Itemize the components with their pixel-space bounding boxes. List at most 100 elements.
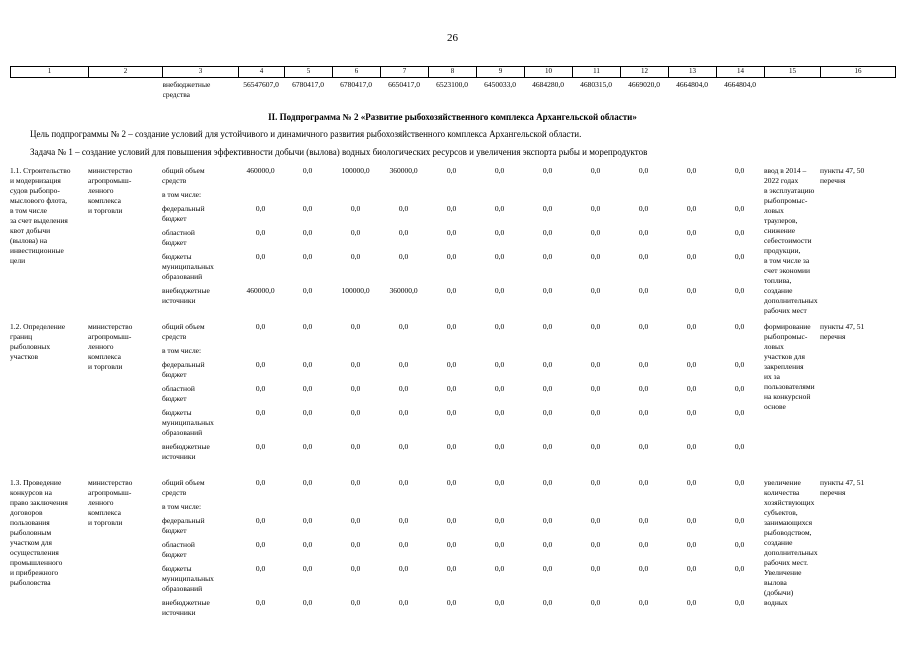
value-cell [476, 190, 524, 204]
column-number-cell: 14 [716, 66, 765, 78]
value-cell: 0,0 [494, 322, 505, 331]
value-cell: 0,0 [638, 360, 649, 369]
budget-label-cell: федеральный бюджет [162, 204, 205, 223]
strip-value-cell: 4669020,0 [628, 80, 660, 89]
value-cell [332, 190, 380, 204]
result-cell: увеличение количества хозяйствующих субъ… [764, 478, 818, 607]
column-number-cell: 8 [428, 66, 477, 78]
table-row: 1.2. Определение границ рыболовных участ… [10, 322, 895, 411]
budget-label-cell: общий объем средств [162, 322, 205, 341]
executor-cell: министерство агропромыш- ленного комплек… [88, 166, 133, 215]
column-number-cell: 2 [88, 66, 163, 78]
value-cell: 0,0 [255, 228, 266, 237]
value-cell [380, 346, 428, 360]
value-cell: 0,0 [590, 384, 601, 393]
value-cell: 0,0 [398, 442, 409, 451]
value-cell: 0,0 [446, 228, 457, 237]
value-cell: 0,0 [590, 598, 601, 607]
value-cell [572, 346, 620, 360]
value-cell: 0,0 [542, 384, 553, 393]
value-cell: 0,0 [638, 540, 649, 549]
value-cell: 0,0 [734, 252, 745, 261]
value-cell: 0,0 [302, 166, 313, 175]
strip-value-cell: 4664804,0 [724, 80, 756, 89]
value-cell: 0,0 [686, 228, 697, 237]
value-cell: 0,0 [398, 384, 409, 393]
table-row: федеральный бюджет 0,0 0,0 0,0 0,0 0,0 0,0 0,0 0… [10, 204, 895, 228]
value-cell: 0,0 [638, 166, 649, 175]
value-cell: 0,0 [542, 166, 553, 175]
value-cell: 0,0 [302, 384, 313, 393]
strip-numbers-row: 1 2 3 4 5 6 7 8 9 10 11 12 13 14 15 16 [10, 66, 896, 78]
value-cell: 0,0 [255, 384, 266, 393]
strip-value-cell: 6780417,0 [292, 80, 324, 89]
column-number-cell: 5 [284, 66, 333, 78]
value-cell: 0,0 [255, 540, 266, 549]
value-cell: 0,0 [542, 252, 553, 261]
value-cell: 460000,0 [246, 166, 275, 175]
value-cell: 0,0 [255, 408, 266, 417]
strip-row-label: внебюджетные средства [162, 80, 211, 99]
value-cell [668, 502, 716, 516]
executor-cell: министерство агропромыш- ленного комплек… [88, 478, 133, 527]
value-cell [332, 502, 380, 516]
value-cell [620, 346, 668, 360]
value-cell [572, 502, 620, 516]
value-cell: 0,0 [494, 540, 505, 549]
value-cell: 0,0 [638, 516, 649, 525]
value-cell: 0,0 [734, 516, 745, 525]
value-cell: 0,0 [686, 360, 697, 369]
column-number-cell: 9 [476, 66, 525, 78]
value-cell: 0,0 [686, 478, 697, 487]
strip-value-cell: 4680315,0 [580, 80, 612, 89]
budget-label-cell: внебюджетные источники [162, 598, 210, 617]
value-cell: 0,0 [255, 360, 266, 369]
value-cell [476, 502, 524, 516]
value-cell: 0,0 [542, 286, 553, 295]
value-cell: 0,0 [255, 478, 266, 487]
empty-cell [11, 78, 89, 100]
budget-label-cell: в том числе: [162, 346, 202, 355]
value-cell: 360000,0 [389, 166, 418, 175]
budget-label-cell: областной бюджет [162, 540, 195, 559]
value-cell [620, 502, 668, 516]
value-cell: 0,0 [734, 322, 745, 331]
strip-value-cell: 6780417,0 [340, 80, 372, 89]
value-cell: 0,0 [686, 442, 697, 451]
value-cell: 0,0 [542, 598, 553, 607]
value-cell [524, 502, 572, 516]
empty-cell [821, 78, 896, 100]
value-cell [668, 190, 716, 204]
value-cell: 0,0 [398, 322, 409, 331]
value-cell: 0,0 [446, 322, 457, 331]
value-cell [428, 346, 476, 360]
value-cell [428, 190, 476, 204]
value-cell: 0,0 [638, 228, 649, 237]
strip-value-cell: 6523100,0 [436, 80, 468, 89]
value-cell: 360000,0 [389, 286, 418, 295]
table-row: внебюджетные источники 460000,0 0,0 100000,… [10, 286, 895, 322]
value-cell: 0,0 [638, 204, 649, 213]
budget-label-cell: внебюджетные источники [162, 442, 210, 461]
strip-value-cell: 6450033,0 [484, 80, 516, 89]
ref-cell: пункты 47, 51 перечня [820, 478, 865, 497]
value-cell: 0,0 [734, 360, 745, 369]
value-cell: 0,0 [638, 442, 649, 451]
table-row: бюджеты муниципальных образований 0,0 0,0 0… [10, 252, 895, 286]
value-cell: 0,0 [542, 564, 553, 573]
value-cell: 0,0 [494, 516, 505, 525]
value-cell [716, 346, 764, 360]
value-cell: 0,0 [302, 204, 313, 213]
task-paragraph: Задача № 1 – создание условий для повыше… [30, 147, 648, 157]
empty-cell [89, 78, 163, 100]
value-cell: 0,0 [734, 478, 745, 487]
column-number-cell: 13 [668, 66, 717, 78]
section-heading: II. Подпрограмма № 2 «Развитие рыбохозяй… [268, 112, 637, 122]
value-cell: 0,0 [734, 384, 745, 393]
value-cell: 0,0 [350, 408, 361, 417]
value-cell: 0,0 [638, 252, 649, 261]
value-cell: 0,0 [494, 478, 505, 487]
budget-label-cell: федеральный бюджет [162, 360, 205, 379]
column-number-cell: 3 [162, 66, 239, 78]
value-cell: 0,0 [446, 384, 457, 393]
